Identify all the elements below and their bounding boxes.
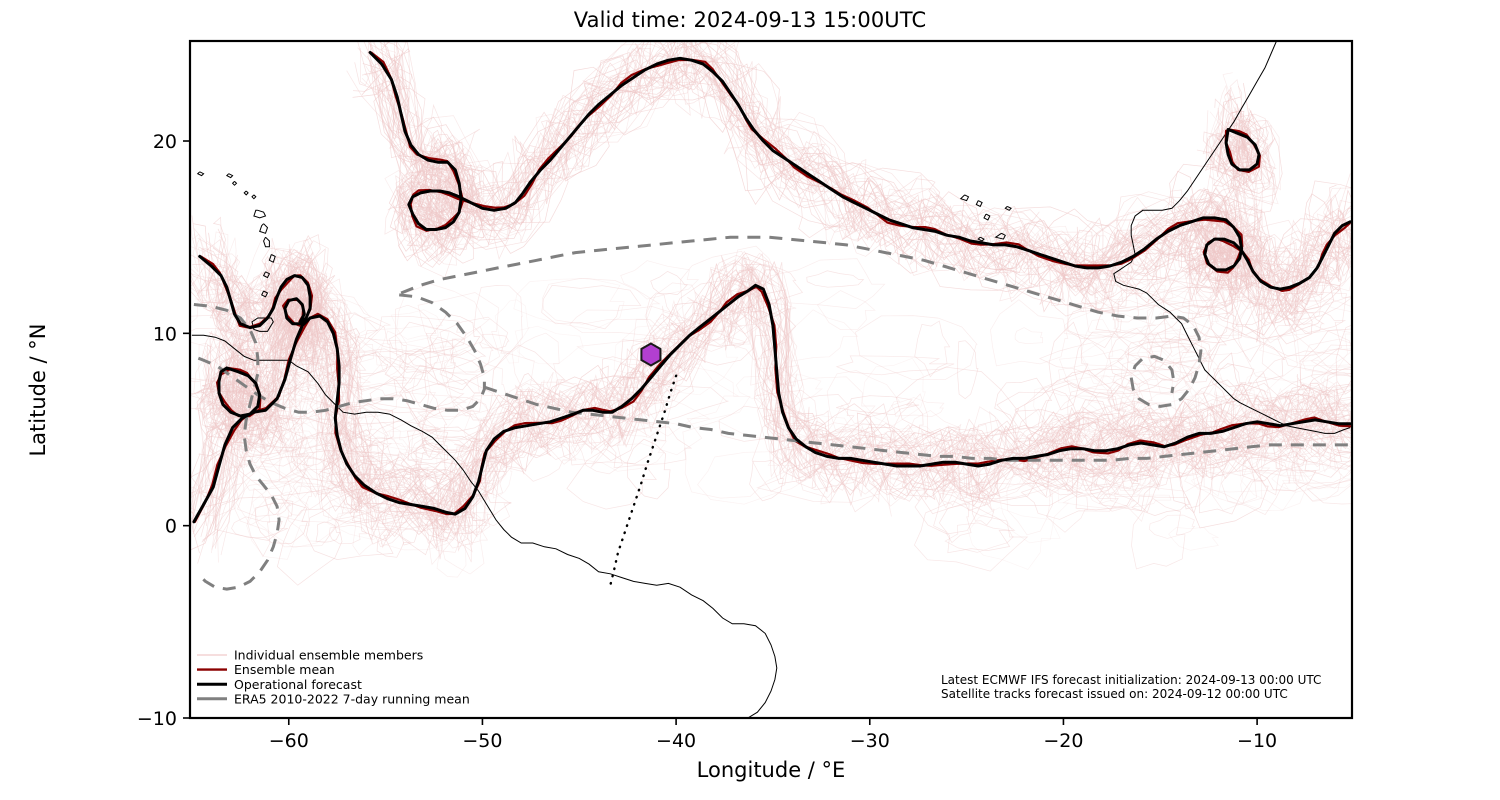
plot-background <box>190 41 1352 718</box>
legend-label: Individual ensemble members <box>234 648 423 663</box>
forecast-metadata-annotation: Latest ECMWF IFS forecast initialization… <box>941 673 1321 701</box>
legend-label: ERA5 2010-2022 7-day running mean <box>234 691 470 706</box>
svg-text:10: 10 <box>153 323 177 345</box>
coastline-layer <box>191 41 1351 718</box>
svg-text:−10: −10 <box>1237 730 1277 752</box>
svg-text:20: 20 <box>153 131 177 153</box>
svg-text:−30: −30 <box>850 730 890 752</box>
svg-text:−40: −40 <box>656 730 696 752</box>
page-title: Valid time: 2024-09-13 15:00UTC <box>573 8 927 32</box>
era5-climatology-layer <box>193 235 1351 591</box>
svg-text:−10: −10 <box>137 708 177 730</box>
y-axis-ticks: 20 10 0 −10 <box>137 131 190 730</box>
annotation-line: Latest ECMWF IFS forecast initialization… <box>941 673 1321 687</box>
operational-forecast-layer <box>192 51 1352 524</box>
axes-frame <box>188 39 1354 720</box>
svg-text:0: 0 <box>165 516 177 538</box>
satellite-position-hexagon[interactable] <box>640 342 662 367</box>
svg-text:−50: −50 <box>462 730 502 752</box>
svg-text:−20: −20 <box>1043 730 1083 752</box>
satellite-position-marker[interactable] <box>640 342 662 367</box>
x-axis-label: Longitude / °E <box>696 758 846 782</box>
legend-label: Ensemble mean <box>234 662 335 677</box>
x-axis-ticks: −60 −50 −40 −30 −20 −10 <box>269 718 1277 752</box>
svg-text:−60: −60 <box>269 730 309 752</box>
satellite-track-layer <box>609 374 678 587</box>
annotation-line: Satellite tracks forecast issued on: 202… <box>941 687 1288 701</box>
legend-label: Operational forecast <box>234 677 362 692</box>
